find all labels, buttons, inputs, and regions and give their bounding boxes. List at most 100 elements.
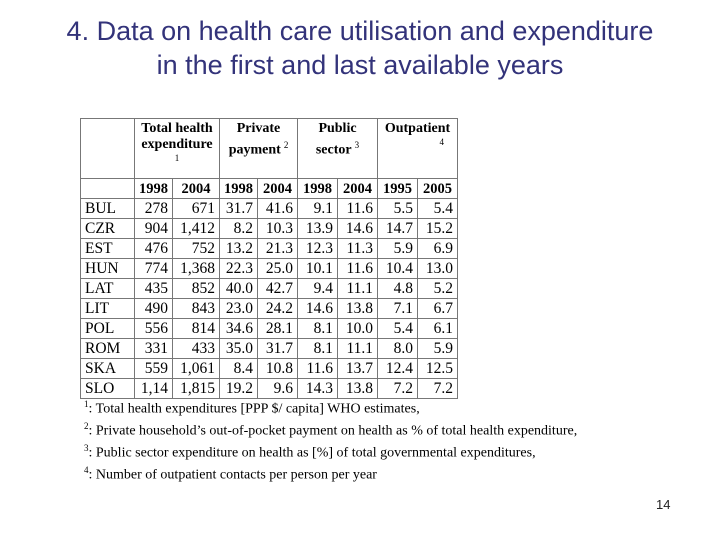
value-cell: 904 xyxy=(134,218,173,239)
footnote-2: 2: Private household’s out-of-pocket pay… xyxy=(84,418,604,440)
table-row: SLO 1,14 1,815 19.2 9.6 14.3 13.8 7.2 7.2 xyxy=(80,378,458,399)
value-cell: 331 xyxy=(134,338,173,359)
footnote-text: : Number of outpatient contacts per pers… xyxy=(88,468,377,484)
value-cell: 13.8 xyxy=(337,298,378,319)
header-total-health: Total health expenditure 1 xyxy=(134,118,220,179)
value-cell: 42.7 xyxy=(257,278,298,299)
table-row: EST 476 752 13.2 21.3 12.3 11.3 5.9 6.9 xyxy=(80,238,458,259)
value-cell: 278 xyxy=(134,198,173,219)
header-outpatient-line1: Outpatient xyxy=(384,121,451,136)
value-cell: 13.7 xyxy=(337,358,378,379)
footnote-mark: 4 xyxy=(84,465,89,476)
value-cell: 5.4 xyxy=(377,318,418,339)
value-cell: 490 xyxy=(134,298,173,319)
table-row: CZR 904 1,412 8.2 10.3 13.9 14.6 14.7 15.2 xyxy=(80,218,458,239)
value-cell: 28.1 xyxy=(257,318,298,339)
value-cell: 6.7 xyxy=(417,298,458,319)
value-cell: 7.1 xyxy=(377,298,418,319)
table-row: LIT 490 843 23.0 24.2 14.6 13.8 7.1 6.7 xyxy=(80,298,458,319)
header-public-sector-mark: 3 xyxy=(354,140,360,150)
header-outpatient: Outpatient 4 xyxy=(377,118,458,179)
value-cell: 433 xyxy=(172,338,220,359)
value-cell: 10.0 xyxy=(337,318,378,339)
value-cell: 25.0 xyxy=(257,258,298,279)
value-cell: 11.6 xyxy=(337,198,378,219)
value-cell: 15.2 xyxy=(417,218,458,239)
header-corner-cell xyxy=(80,118,135,179)
value-cell: 752 xyxy=(172,238,220,259)
footnote-1: 1: Total health expenditures [PPP $/ cap… xyxy=(84,396,604,418)
slide-title: 4. Data on health care utilisation and e… xyxy=(0,14,720,82)
value-cell: 11.1 xyxy=(337,278,378,299)
value-cell: 476 xyxy=(134,238,173,259)
value-cell: 7.2 xyxy=(377,378,418,399)
value-cell: 1,412 xyxy=(172,218,220,239)
value-cell: 5.5 xyxy=(377,198,418,219)
header-total-health-line1: Total health xyxy=(141,121,213,136)
table-row: BUL 278 671 31.7 41.6 9.1 11.6 5.5 5.4 xyxy=(80,198,458,219)
value-cell: 814 xyxy=(172,318,220,339)
year-header: 2004 xyxy=(337,178,378,199)
table-row: HUN 774 1,368 22.3 25.0 10.1 11.6 10.4 13.0 xyxy=(80,258,458,279)
value-cell: 41.6 xyxy=(257,198,298,219)
year-corner-cell xyxy=(80,178,135,199)
header-private-payment-line2: payment xyxy=(228,142,281,158)
value-cell: 13.9 xyxy=(297,218,338,239)
table-group-header-row: Total health expenditure 1 Private payme… xyxy=(80,118,458,179)
value-cell: 8.1 xyxy=(297,318,338,339)
year-header: 1995 xyxy=(377,178,418,199)
health-data-table: Total health expenditure 1 Private payme… xyxy=(80,118,458,399)
header-public-sector: Public sector 3 xyxy=(297,118,378,179)
value-cell: 671 xyxy=(172,198,220,219)
value-cell: 8.0 xyxy=(377,338,418,359)
value-cell: 12.5 xyxy=(417,358,458,379)
title-line-2: in the first and last available years xyxy=(156,50,564,80)
country-cell: LAT xyxy=(80,278,135,299)
country-cell: BUL xyxy=(80,198,135,219)
year-header: 2004 xyxy=(257,178,298,199)
header-total-health-mark: 1 xyxy=(174,153,180,163)
year-header: 1998 xyxy=(297,178,338,199)
value-cell: 9.4 xyxy=(297,278,338,299)
country-cell: ROM xyxy=(80,338,135,359)
country-cell: EST xyxy=(80,238,135,259)
footnotes: 1: Total health expenditures [PPP $/ cap… xyxy=(84,396,604,485)
year-header: 2004 xyxy=(172,178,220,199)
value-cell: 4.8 xyxy=(377,278,418,299)
value-cell: 11.6 xyxy=(297,358,338,379)
value-cell: 8.1 xyxy=(297,338,338,359)
value-cell: 14.6 xyxy=(297,298,338,319)
value-cell: 13.2 xyxy=(219,238,258,259)
value-cell: 5.2 xyxy=(417,278,458,299)
table-row: LAT 435 852 40.0 42.7 9.4 11.1 4.8 5.2 xyxy=(80,278,458,299)
table-body: BUL 278 671 31.7 41.6 9.1 11.6 5.5 5.4 CZR 904 1,41… xyxy=(80,198,458,399)
value-cell: 11.3 xyxy=(337,238,378,259)
header-public-sector-line1: Public xyxy=(318,121,357,136)
value-cell: 19.2 xyxy=(219,378,258,399)
value-cell: 559 xyxy=(134,358,173,379)
title-line-1: 4. Data on health care utilisation and e… xyxy=(66,16,654,46)
value-cell: 10.4 xyxy=(377,258,418,279)
footnote-text: : Private household’s out-of-pocket paym… xyxy=(88,423,578,439)
value-cell: 5.4 xyxy=(417,198,458,219)
footnote-3: 3: Public sector expenditure on health a… xyxy=(84,440,604,462)
header-public-sector-line2: sector xyxy=(315,142,352,158)
value-cell: 40.0 xyxy=(219,278,258,299)
year-header: 2005 xyxy=(417,178,458,199)
footnote-text: : Total health expenditures [PPP $/ capi… xyxy=(88,401,420,417)
table-row: POL 556 814 34.6 28.1 8.1 10.0 5.4 6.1 xyxy=(80,318,458,339)
value-cell: 12.3 xyxy=(297,238,338,259)
value-cell: 9.1 xyxy=(297,198,338,219)
value-cell: 556 xyxy=(134,318,173,339)
country-cell: LIT xyxy=(80,298,135,319)
country-cell: POL xyxy=(80,318,135,339)
footnote-mark: 2 xyxy=(84,421,89,432)
value-cell: 10.8 xyxy=(257,358,298,379)
value-cell: 1,061 xyxy=(172,358,220,379)
value-cell: 35.0 xyxy=(219,338,258,359)
value-cell: 34.6 xyxy=(219,318,258,339)
value-cell: 10.3 xyxy=(257,218,298,239)
footnote-4: 4: Number of outpatient contacts per per… xyxy=(84,462,604,484)
value-cell: 1,815 xyxy=(172,378,220,399)
year-header: 1998 xyxy=(219,178,258,199)
